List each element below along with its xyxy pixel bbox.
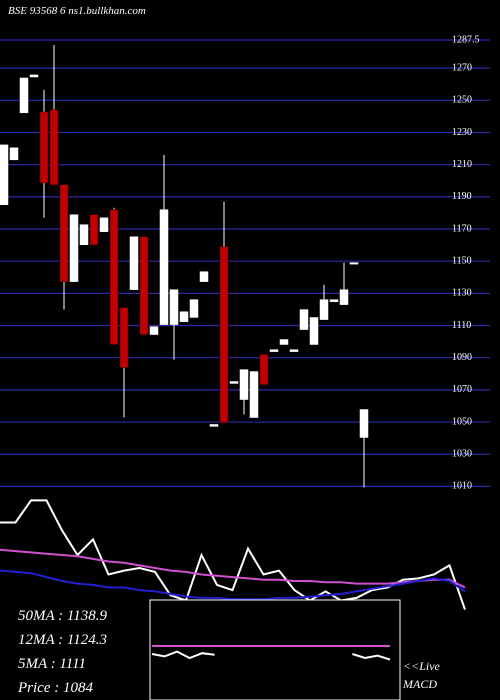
candle-body [129,236,139,290]
candle-body [169,289,179,325]
stat-text: 12MA : 1124.3 [18,632,107,648]
candle-body [99,217,109,232]
candle-body [199,271,209,282]
y-tick-label: 1190 [452,191,472,202]
candle-body [139,236,149,335]
y-tick-label: 1110 [452,320,471,331]
y-tick-label: 1010 [452,481,472,492]
y-tick-label: 1030 [452,449,472,460]
candle-body [239,369,249,400]
candle-body [149,326,159,335]
indicators-line [0,548,466,589]
macd-line [151,650,391,661]
candle-body [49,109,59,186]
y-tick-label: 1090 [452,352,472,363]
candle-body [109,209,119,345]
candle-body [329,299,339,302]
candle-body [29,74,39,78]
macd-label: MACD [402,677,437,691]
candle-body [159,209,169,325]
y-tick-label: 1250 [452,95,472,106]
candle-body [229,381,239,384]
candle-body [179,311,189,322]
y-tick-label: 1130 [452,288,472,299]
candle-body [19,77,29,114]
stat-text: Price : 1084 [17,680,93,696]
candle-body [209,424,219,427]
candle-body [39,111,49,184]
candle-body [79,224,89,246]
candle-body [259,354,269,385]
stat-text: 5MA : 1111 [18,656,86,672]
y-tick-label: 1210 [452,159,472,170]
candle-body [339,289,349,305]
y-tick-label: 1230 [452,127,472,138]
candle-body [319,299,329,320]
candle-body [289,349,299,352]
candle-body [9,147,19,161]
y-tick-label: 1150 [452,255,472,266]
candle-body [89,214,99,246]
candle-body [269,349,279,352]
candle-body [219,246,229,423]
y-tick-label: 1050 [452,416,472,427]
candle-body [119,307,129,368]
candle-body [309,317,319,345]
live-label: <<Live [403,659,441,673]
candle-body [349,262,359,265]
candle-body [59,184,69,282]
indicators-line [0,499,466,610]
macd-box [149,599,401,700]
y-tick-label: 1270 [452,62,472,73]
y-tick-label: 1070 [452,384,472,395]
candle-body [69,214,79,282]
candle-body [249,371,259,418]
candle-body [299,309,309,330]
candle-body [0,144,9,205]
y-tick-label: 1170 [452,223,472,234]
candle-body [359,409,369,438]
candle-body [189,299,199,318]
candle-body [279,339,289,345]
chart-title: BSE 93568 6 ns1.bullkhan.com [8,5,146,17]
stat-text: 50MA : 1138.9 [18,608,108,624]
y-tick-label: 1287.5 [452,34,480,45]
indicators-line [0,569,466,601]
